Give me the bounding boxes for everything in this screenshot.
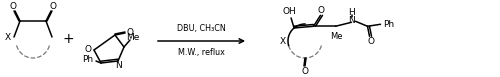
Text: O: O xyxy=(368,37,375,46)
Text: Me: Me xyxy=(126,32,140,42)
Text: DBU, CH₃CN: DBU, CH₃CN xyxy=(177,23,226,32)
Text: +: + xyxy=(62,32,74,46)
Text: M.W., reflux: M.W., reflux xyxy=(178,48,225,57)
Text: Ph: Ph xyxy=(82,56,94,65)
Text: N: N xyxy=(348,16,355,25)
Text: O: O xyxy=(126,27,134,36)
Text: O: O xyxy=(318,6,325,15)
Text: O: O xyxy=(84,46,91,55)
Text: Me: Me xyxy=(330,32,343,41)
Text: H: H xyxy=(348,8,355,17)
Text: O: O xyxy=(10,1,16,10)
Text: OH: OH xyxy=(282,7,296,16)
Text: Ph: Ph xyxy=(383,20,394,29)
Text: O: O xyxy=(302,67,308,76)
Text: X: X xyxy=(280,36,286,46)
Text: O: O xyxy=(50,1,56,10)
Text: N: N xyxy=(116,62,122,71)
Text: X: X xyxy=(5,32,11,42)
